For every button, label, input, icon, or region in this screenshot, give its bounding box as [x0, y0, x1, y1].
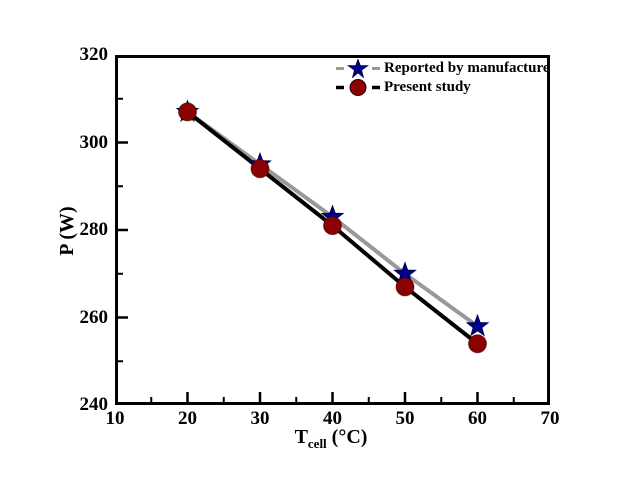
plot-area	[115, 55, 550, 405]
legend-entry-manufacture: Reported by manufacture	[336, 59, 550, 78]
x-axis-title-unit: (°C)	[326, 426, 368, 448]
circle-line-legend-icon	[336, 79, 380, 96]
legend-label-manufacture: Reported by manufacture	[384, 60, 550, 76]
x-axis-title-main: T	[294, 426, 308, 448]
circle-marker	[395, 277, 415, 297]
legend: Reported by manufacture Present study	[336, 59, 550, 97]
x-tick-label: 20	[178, 408, 197, 429]
y-tick-label: 240	[79, 394, 109, 415]
y-tick-label: 300	[79, 131, 109, 153]
circle-marker	[468, 334, 487, 354]
x-axis-title: Tcell (°C)	[241, 424, 421, 451]
x-tick-label: 30	[250, 408, 270, 429]
circle-marker	[323, 216, 342, 236]
plot-frame	[115, 55, 550, 405]
x-tick-label: 40	[323, 408, 342, 429]
star-marker	[465, 313, 490, 337]
plot-canvas	[115, 55, 550, 405]
legend-label-present-study: Present study	[384, 79, 471, 95]
y-tick-label: 280	[79, 219, 109, 240]
circle-marker	[178, 102, 197, 122]
x-tick-label: 10	[105, 408, 125, 429]
y-tick-label: 320	[79, 44, 109, 65]
x-tick-label: 50	[395, 408, 415, 429]
y-axis-title: P (W)	[56, 206, 78, 256]
x-tick-label: 70	[540, 408, 560, 429]
x-axis-title-subscript: cell	[307, 436, 327, 451]
star-line-legend-icon	[336, 59, 380, 78]
x-tick-label: 60	[468, 408, 487, 429]
legend-entry-present-study: Present study	[336, 78, 550, 97]
y-tick-label: 260	[79, 306, 109, 328]
circle-marker	[250, 159, 270, 179]
